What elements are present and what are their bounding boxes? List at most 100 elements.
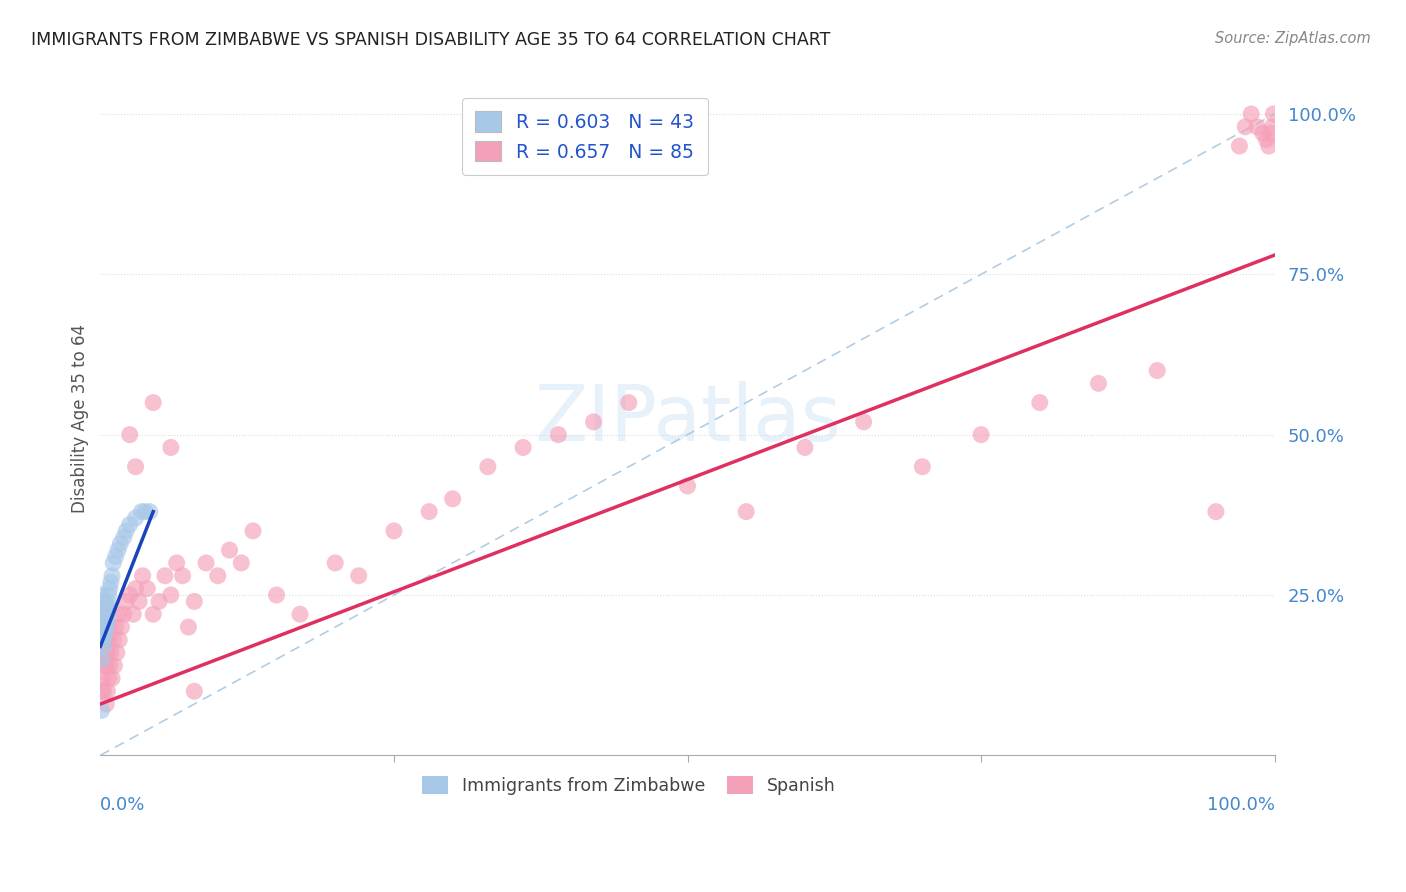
Point — [93, 646, 115, 660]
Point — [136, 582, 159, 596]
Point — [107, 543, 129, 558]
Point — [122, 607, 145, 622]
Point — [1260, 126, 1282, 140]
Point — [90, 652, 112, 666]
Point — [110, 620, 132, 634]
Text: 0.0%: 0.0% — [100, 796, 146, 814]
Point — [93, 684, 115, 698]
Point — [131, 505, 153, 519]
Point — [93, 620, 115, 634]
Point — [91, 632, 114, 647]
Point — [90, 652, 112, 666]
Point — [90, 632, 112, 647]
Point — [970, 427, 993, 442]
Point — [852, 415, 875, 429]
Point — [382, 524, 405, 538]
Text: IMMIGRANTS FROM ZIMBABWE VS SPANISH DISABILITY AGE 35 TO 64 CORRELATION CHART: IMMIGRANTS FROM ZIMBABWE VS SPANISH DISA… — [31, 31, 831, 49]
Point — [115, 594, 138, 608]
Point — [218, 543, 240, 558]
Point — [288, 607, 311, 622]
Point — [177, 620, 200, 634]
Point — [1146, 363, 1168, 377]
Text: 100.0%: 100.0% — [1206, 796, 1275, 814]
Point — [1257, 139, 1279, 153]
Point — [100, 646, 122, 660]
Point — [142, 395, 165, 409]
Point — [94, 626, 117, 640]
Point — [101, 672, 124, 686]
Point — [96, 620, 118, 634]
Point — [91, 672, 114, 686]
Point — [124, 459, 146, 474]
Point — [100, 575, 122, 590]
Point — [1029, 395, 1052, 409]
Point — [134, 505, 156, 519]
Point — [90, 703, 112, 717]
Point — [96, 607, 118, 622]
Point — [97, 588, 120, 602]
Point — [128, 594, 150, 608]
Point — [91, 620, 114, 634]
Point — [98, 582, 121, 596]
Point — [91, 607, 114, 622]
Point — [207, 568, 229, 582]
Point — [617, 395, 640, 409]
Point — [1087, 376, 1109, 391]
Point — [582, 415, 605, 429]
Legend: Immigrants from Zimbabwe, Spanish: Immigrants from Zimbabwe, Spanish — [413, 768, 844, 804]
Point — [512, 441, 534, 455]
Point — [91, 594, 114, 608]
Point — [195, 556, 218, 570]
Point — [93, 626, 115, 640]
Point — [166, 556, 188, 570]
Point — [96, 607, 118, 622]
Point — [735, 505, 758, 519]
Point — [90, 588, 112, 602]
Point — [94, 607, 117, 622]
Point — [172, 568, 194, 582]
Point — [183, 594, 205, 608]
Point — [1261, 120, 1284, 134]
Point — [477, 459, 499, 474]
Point — [97, 632, 120, 647]
Point — [159, 588, 181, 602]
Point — [115, 524, 138, 538]
Point — [104, 549, 127, 564]
Point — [107, 607, 129, 622]
Point — [96, 594, 118, 608]
Point — [98, 658, 121, 673]
Point — [94, 614, 117, 628]
Point — [1234, 120, 1257, 134]
Point — [1246, 120, 1268, 134]
Point — [793, 441, 815, 455]
Point — [118, 427, 141, 442]
Point — [1240, 107, 1263, 121]
Point — [104, 620, 127, 634]
Point — [108, 632, 131, 647]
Point — [96, 632, 118, 647]
Point — [159, 441, 181, 455]
Point — [97, 672, 120, 686]
Point — [266, 588, 288, 602]
Point — [911, 459, 934, 474]
Point — [96, 684, 118, 698]
Point — [547, 427, 569, 442]
Point — [93, 600, 115, 615]
Point — [131, 568, 153, 582]
Point — [90, 684, 112, 698]
Point — [441, 491, 464, 506]
Point — [138, 505, 160, 519]
Point — [1263, 107, 1285, 121]
Text: Source: ZipAtlas.com: Source: ZipAtlas.com — [1215, 31, 1371, 46]
Point — [142, 607, 165, 622]
Point — [1251, 126, 1274, 140]
Point — [101, 568, 124, 582]
Point — [418, 505, 440, 519]
Point — [118, 517, 141, 532]
Point — [96, 697, 118, 711]
Point — [90, 607, 112, 622]
Point — [153, 568, 176, 582]
Point — [96, 646, 118, 660]
Point — [103, 658, 125, 673]
Text: ZIPatlas: ZIPatlas — [534, 381, 841, 457]
